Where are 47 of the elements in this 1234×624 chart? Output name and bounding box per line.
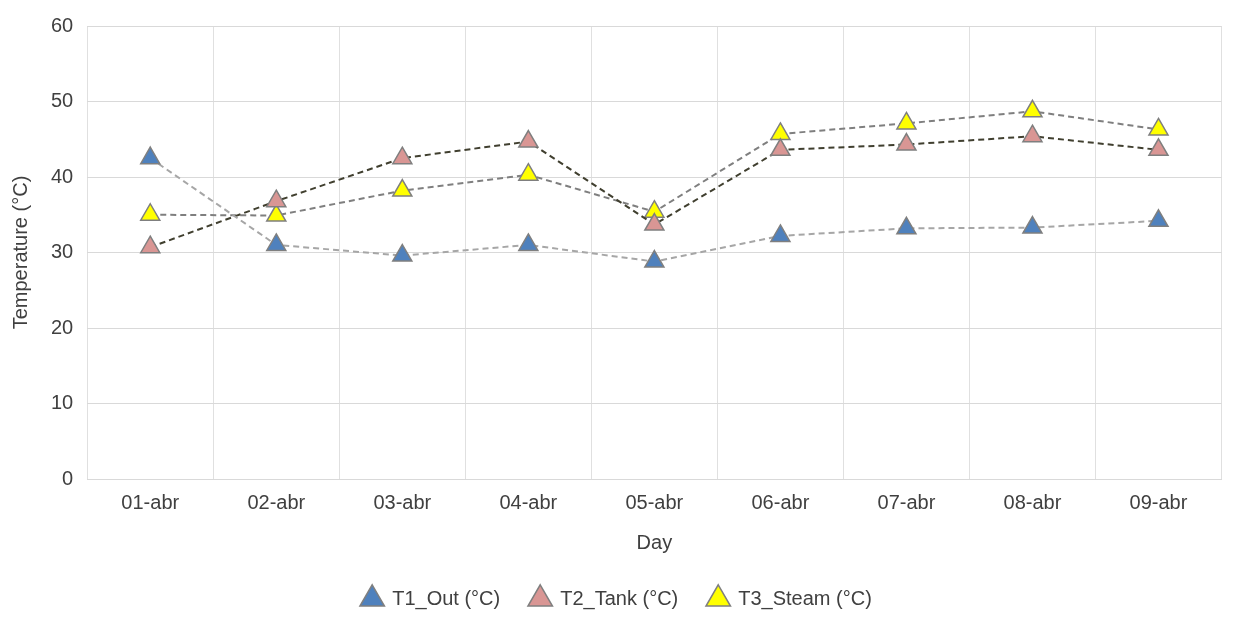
- y-tick-label: 30: [51, 240, 74, 263]
- point: [139, 146, 161, 165]
- x-tick-label: 03-abr: [373, 490, 432, 513]
- legend-label: T2_Tank (°C): [560, 586, 679, 610]
- point: [1022, 124, 1043, 143]
- x-tick-label: 09-abr: [1129, 490, 1188, 513]
- y-axis-title: Temperature (°C): [8, 175, 31, 330]
- x-tick-label: 06-abr: [751, 490, 810, 513]
- point: [896, 132, 917, 151]
- point: [644, 199, 665, 218]
- point: [518, 162, 539, 181]
- point: [139, 203, 161, 221]
- y-tick-label: 0: [62, 466, 74, 489]
- point: [1148, 138, 1169, 157]
- x-tick-label: 01-abr: [121, 490, 180, 513]
- point: [770, 122, 791, 141]
- point: [1022, 215, 1043, 234]
- x-tick-label: 05-abr: [625, 490, 684, 513]
- x-tick-label: 02-abr: [247, 490, 306, 513]
- point: [644, 249, 665, 268]
- y-tick-label: 50: [51, 89, 74, 112]
- point: [770, 224, 791, 243]
- legend-label: T3_Steam (°C): [738, 586, 872, 610]
- point: [770, 138, 791, 157]
- x-tick-label: 04-abr: [499, 490, 558, 513]
- y-tick-label: 20: [51, 315, 74, 338]
- x-axis-title: Day: [636, 530, 673, 553]
- point: [896, 111, 917, 130]
- y-tick-label: 40: [51, 164, 74, 187]
- point: [518, 129, 539, 148]
- point: [266, 189, 287, 208]
- point: [896, 216, 917, 235]
- y-tick-label: 60: [51, 13, 74, 36]
- point: [392, 146, 413, 165]
- point: [518, 233, 539, 252]
- point: [644, 212, 665, 231]
- legend-label: T1_Out (°C): [392, 586, 501, 610]
- point: [1148, 117, 1169, 136]
- point: [392, 243, 413, 262]
- point: [1022, 99, 1043, 118]
- point: [266, 233, 287, 252]
- point: [139, 235, 161, 254]
- point: [392, 178, 413, 197]
- x-tick-label: 07-abr: [877, 490, 936, 513]
- x-tick-label: 08-abr: [1003, 490, 1062, 513]
- y-tick-label: 10: [51, 391, 74, 414]
- point: [1148, 209, 1169, 228]
